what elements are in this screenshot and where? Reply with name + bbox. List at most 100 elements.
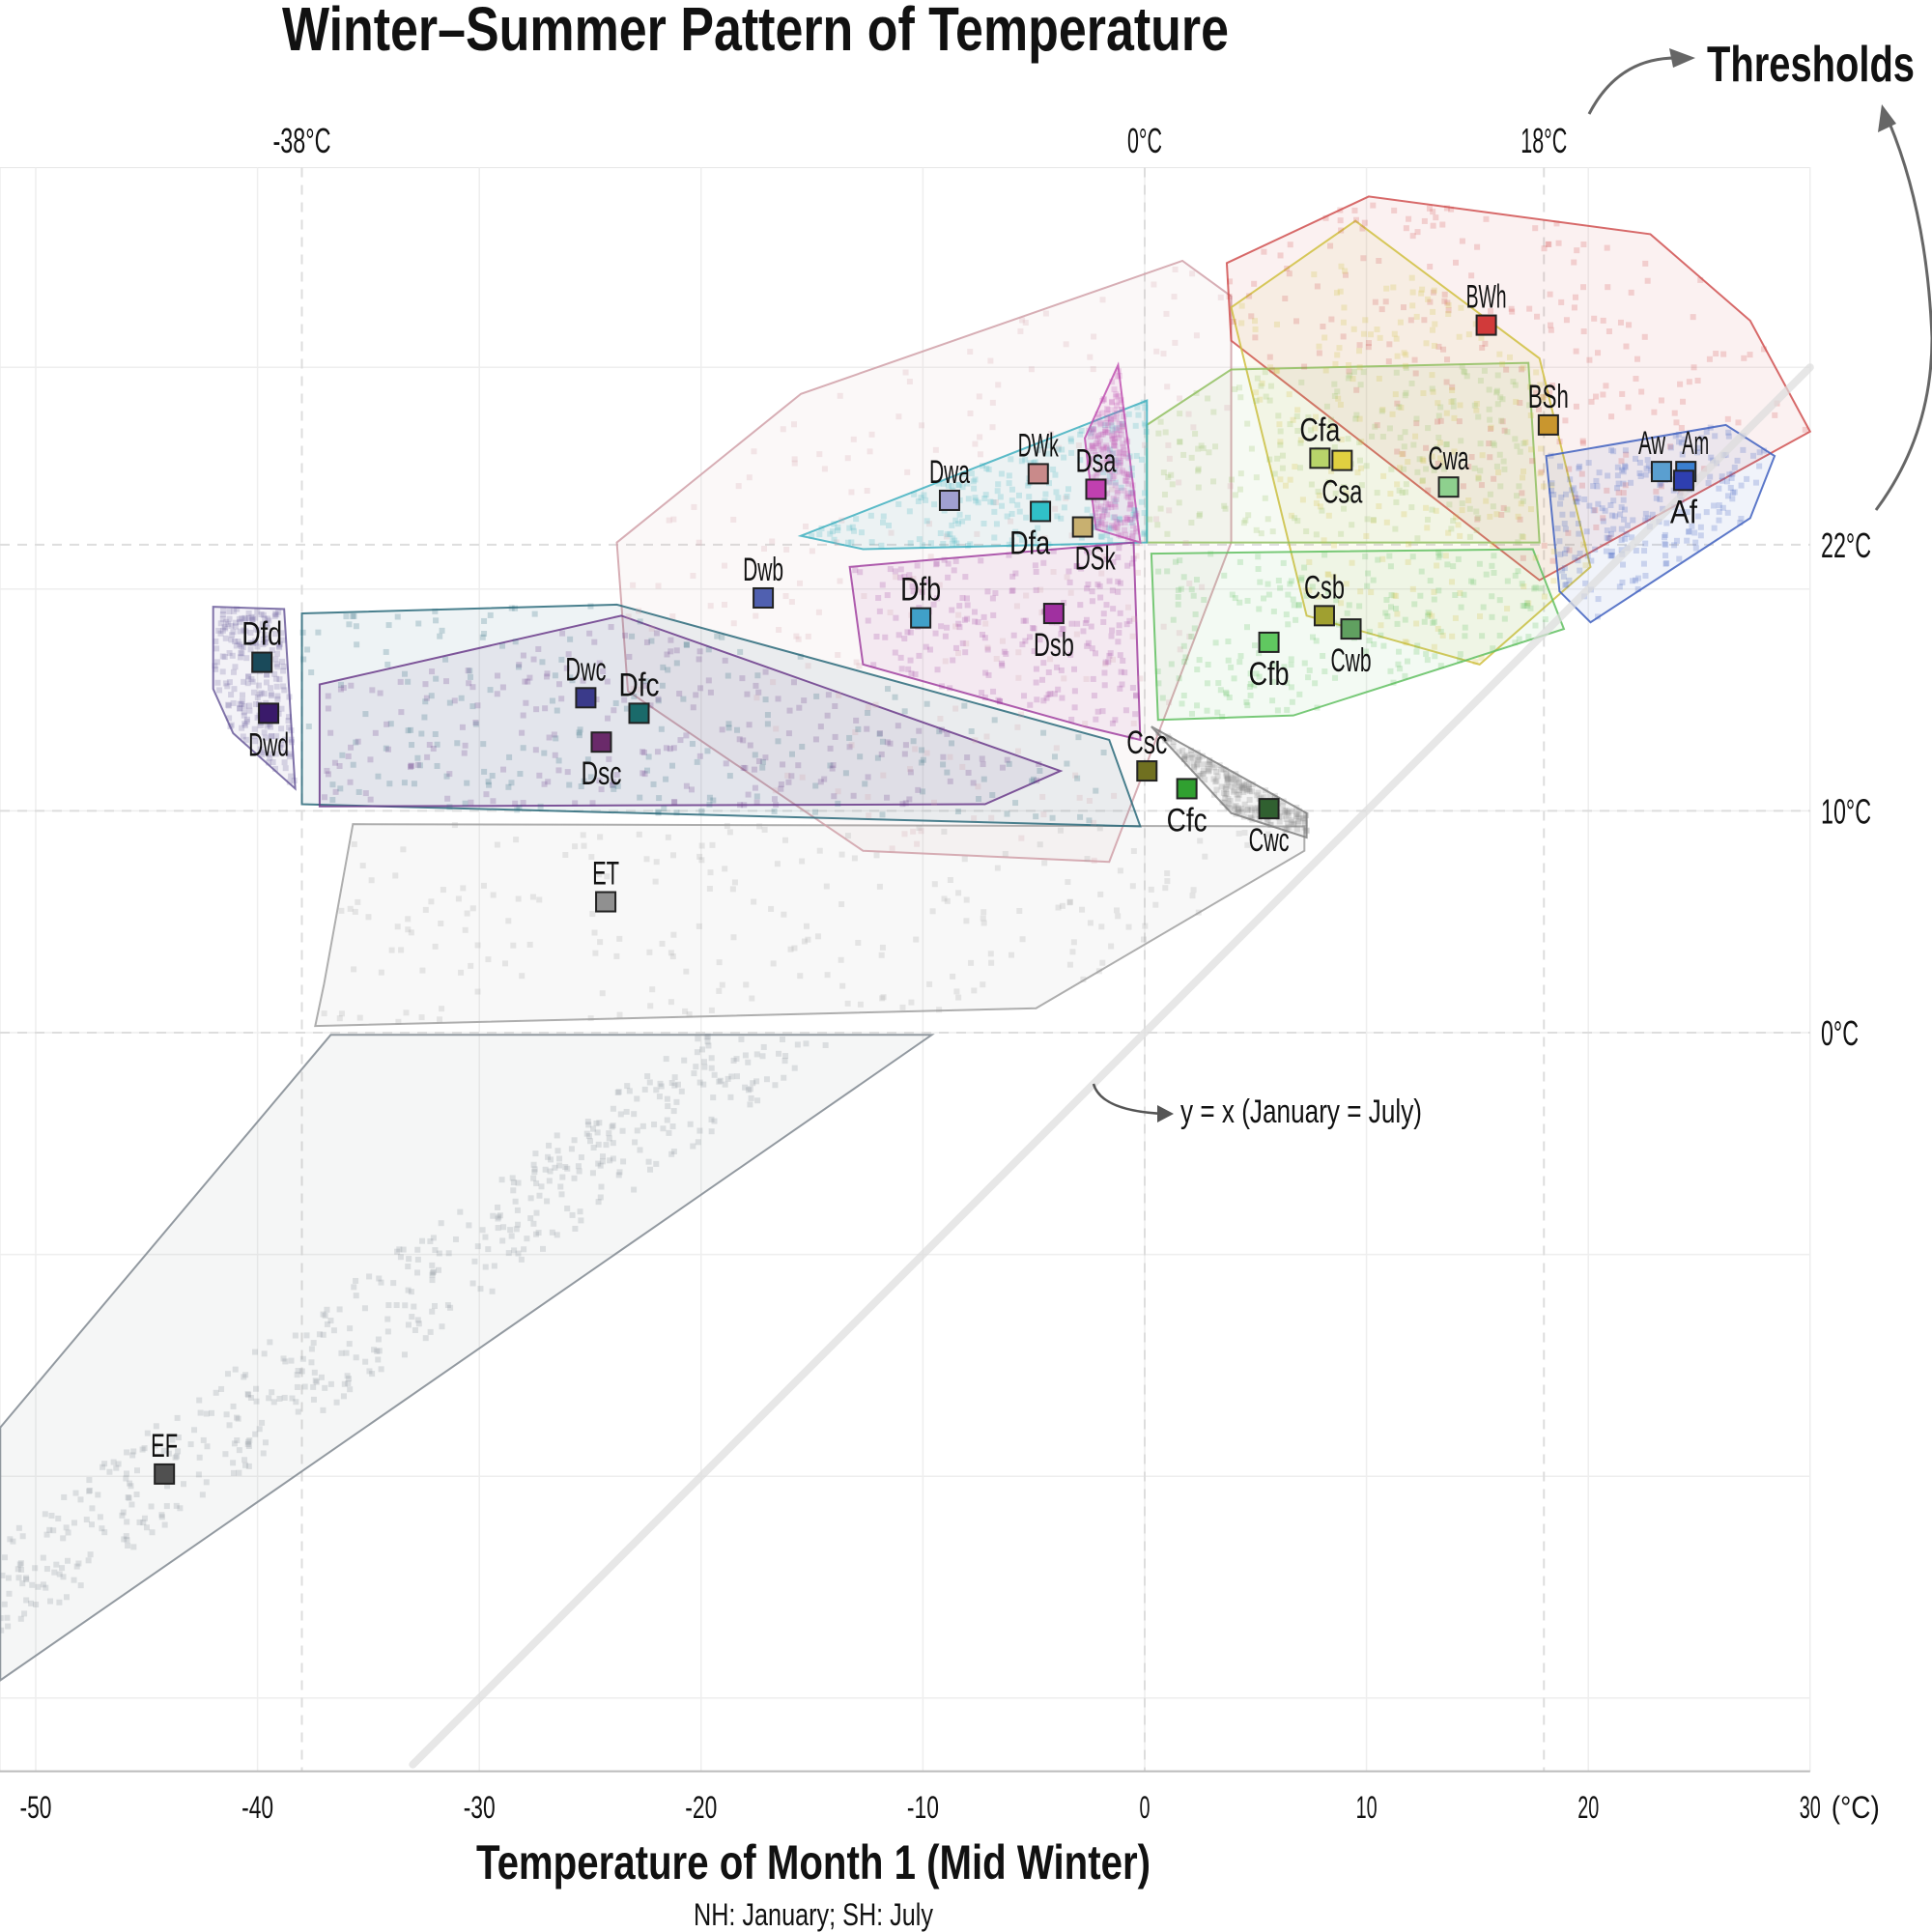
data-point (1637, 473, 1644, 480)
data-point (0, 1627, 5, 1634)
data-point (1576, 530, 1582, 537)
data-point (1331, 444, 1338, 451)
data-point (1622, 447, 1629, 454)
data-point (731, 879, 738, 886)
data-point (778, 785, 784, 792)
data-point (1408, 274, 1415, 281)
data-point (1600, 518, 1606, 525)
data-point (1193, 389, 1200, 396)
data-point (1181, 753, 1188, 760)
data-point (513, 837, 520, 843)
data-point (1294, 407, 1301, 413)
data-point (1328, 424, 1335, 431)
data-point (1301, 564, 1308, 571)
data-point (1661, 534, 1667, 541)
data-point (963, 595, 970, 602)
data-point (228, 722, 235, 728)
data-point (1200, 770, 1207, 777)
data-point (1293, 805, 1300, 811)
hull-et (314, 823, 1306, 1028)
data-point (1282, 296, 1289, 302)
data-point (1094, 457, 1100, 464)
data-point (656, 795, 663, 802)
data-point (1238, 782, 1245, 789)
data-point (764, 721, 771, 727)
data-point (1122, 477, 1128, 484)
data-point (778, 781, 784, 787)
data-point (744, 691, 751, 697)
data-point (1335, 395, 1342, 402)
data-point (1402, 362, 1408, 369)
data-point (467, 668, 473, 674)
data-point (1642, 517, 1649, 524)
data-point (1019, 317, 1026, 324)
data-point (899, 801, 906, 808)
data-point (1188, 710, 1195, 717)
data-point (1098, 503, 1105, 510)
data-point (683, 641, 690, 648)
data-point (801, 697, 808, 704)
data-point (634, 1095, 640, 1102)
data-point (1022, 456, 1029, 463)
data-point (1370, 202, 1377, 209)
data-point (1133, 526, 1140, 532)
data-point (797, 973, 804, 980)
data-point (1309, 583, 1316, 590)
data-point (1045, 692, 1052, 698)
data-point (1168, 661, 1175, 668)
data-point (1239, 784, 1246, 791)
data-point (1516, 483, 1522, 490)
data-point (1271, 792, 1278, 799)
data-point (1095, 524, 1102, 530)
data-point (1112, 503, 1119, 510)
data-point (971, 815, 978, 822)
data-point (1166, 736, 1173, 743)
data-point (1071, 688, 1078, 695)
data-point (1102, 499, 1109, 506)
data-point (431, 1302, 438, 1309)
data-point (772, 787, 779, 794)
data-point (1155, 430, 1162, 437)
data-point (1595, 500, 1602, 507)
data-point (355, 738, 361, 745)
data-point (1004, 513, 1010, 520)
data-point (919, 542, 925, 549)
data-point (1043, 695, 1050, 701)
data-point (1120, 657, 1126, 664)
data-point (941, 828, 948, 835)
data-point (495, 1225, 501, 1232)
data-point (259, 752, 266, 758)
data-point (316, 1331, 323, 1338)
data-point (517, 771, 524, 778)
data-point (1213, 769, 1220, 776)
marker-square (1437, 476, 1460, 498)
data-point (278, 630, 285, 637)
data-point (961, 702, 968, 709)
data-point (1490, 440, 1496, 446)
data-point (1342, 268, 1349, 274)
data-point (1372, 423, 1378, 430)
data-point (43, 1531, 50, 1538)
data-point (1303, 592, 1310, 599)
data-point (562, 1164, 569, 1171)
data-point (236, 1447, 242, 1454)
data-point (663, 1056, 669, 1063)
data-point (1123, 621, 1130, 628)
data-point (737, 648, 744, 655)
data-point (952, 644, 959, 651)
data-point (1137, 675, 1144, 682)
data-point (605, 715, 611, 722)
data-point (286, 724, 293, 731)
data-point (221, 654, 228, 661)
data-point (1189, 754, 1196, 761)
data-point (361, 1305, 368, 1312)
data-point (1493, 511, 1500, 518)
data-point (1604, 534, 1610, 541)
data-point (1457, 651, 1463, 658)
data-point (708, 1055, 715, 1062)
data-point (892, 694, 898, 700)
data-point (1619, 561, 1626, 568)
data-point (1127, 501, 1134, 508)
data-point (1237, 394, 1244, 401)
data-point (600, 668, 607, 675)
